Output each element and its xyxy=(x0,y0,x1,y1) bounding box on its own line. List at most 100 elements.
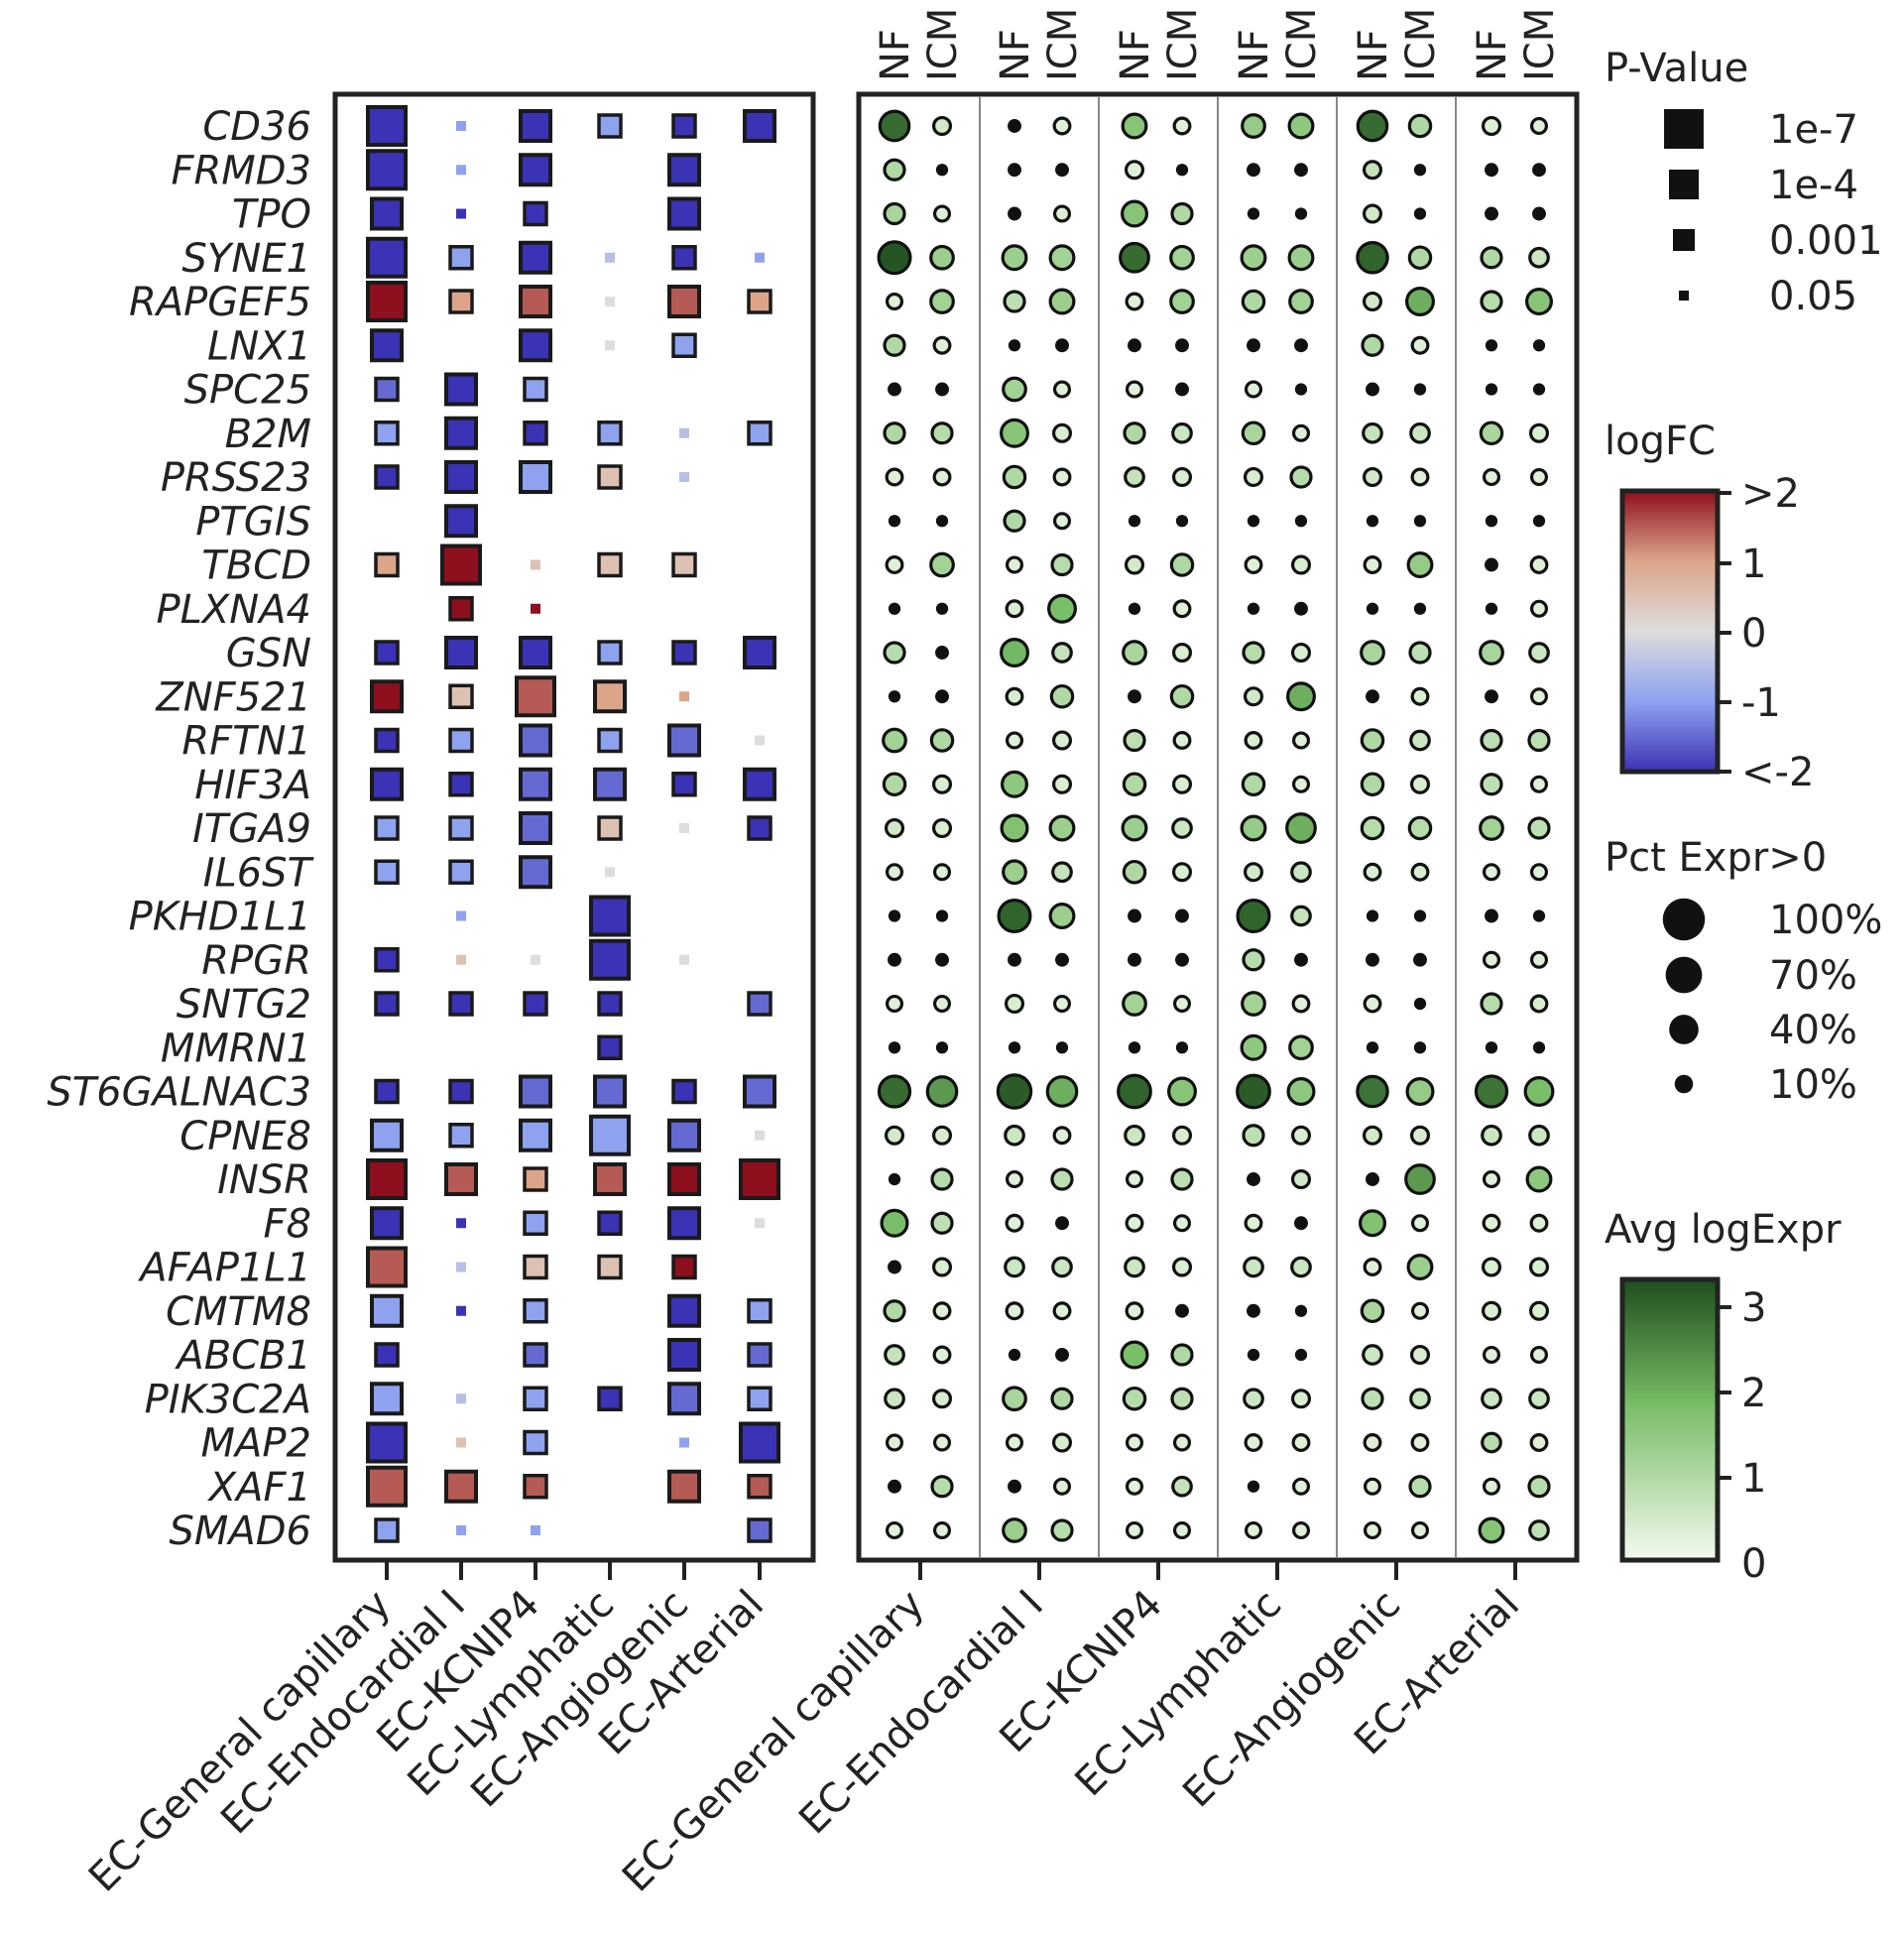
expr-circle xyxy=(1480,773,1503,796)
logfc-square xyxy=(523,1210,548,1236)
expr-circle xyxy=(1002,1517,1027,1543)
expr-circle xyxy=(1527,728,1551,753)
logfc-square xyxy=(456,954,466,965)
logfc-square xyxy=(519,767,552,801)
logfc-square xyxy=(755,735,765,746)
expr-circle xyxy=(888,1041,901,1054)
expr-circle xyxy=(1480,246,1503,270)
logfc-square xyxy=(456,121,466,131)
expr-circle xyxy=(1124,1256,1145,1278)
expr-circle xyxy=(1172,1214,1192,1233)
logfc-square xyxy=(448,727,474,754)
expr-circle xyxy=(1002,859,1027,886)
left-panel-frame xyxy=(332,91,816,1563)
expr-circle xyxy=(1242,641,1265,665)
expr-circle xyxy=(883,201,906,226)
expr-circle xyxy=(1529,950,1549,969)
logfc-square xyxy=(667,1382,701,1416)
expr-circle xyxy=(1410,1301,1430,1320)
expr-circle xyxy=(1481,1124,1502,1147)
logfc-square xyxy=(593,1162,627,1196)
logfc-square xyxy=(374,551,400,578)
expr-circle xyxy=(1485,1041,1498,1054)
logfc-square xyxy=(523,1429,548,1456)
logfc-colorbar-tick-label: 0 xyxy=(1741,611,1766,657)
expr-circle xyxy=(1366,1172,1379,1186)
logfc-square xyxy=(374,727,400,754)
expr-circle xyxy=(1125,1520,1144,1540)
expr-circle xyxy=(888,1479,901,1494)
pct-legend-label: 40% xyxy=(1769,1008,1857,1053)
gene-label: SPC25 xyxy=(184,368,311,414)
logfc-square xyxy=(671,113,697,139)
logfc-square xyxy=(597,1034,623,1060)
expr-circle xyxy=(1529,1213,1549,1233)
logfc-square xyxy=(597,113,623,139)
gene-label: RFTN1 xyxy=(181,719,311,765)
avg-expr-colorbar xyxy=(1619,1276,1721,1563)
expr-circle xyxy=(1240,1033,1267,1061)
expr-circle xyxy=(884,1388,905,1410)
logfc-square xyxy=(519,855,552,890)
expr-circle xyxy=(1529,555,1549,574)
expr-circle xyxy=(1532,163,1546,178)
expr-circle xyxy=(1171,817,1193,839)
expr-circle xyxy=(1051,1432,1073,1453)
pct-legend-label: 10% xyxy=(1769,1062,1857,1108)
logfc-square xyxy=(743,109,776,143)
expr-circle xyxy=(1366,952,1379,967)
logfc-square xyxy=(519,328,552,363)
logfc-square xyxy=(519,240,552,275)
gene-label: PLXNA4 xyxy=(156,587,311,633)
expr-circle xyxy=(1128,689,1141,704)
expr-circle xyxy=(1247,1172,1260,1186)
expr-circle xyxy=(1051,1256,1073,1278)
expr-circle xyxy=(1529,116,1549,136)
expr-circle xyxy=(1122,640,1147,666)
expr-circle xyxy=(1291,994,1311,1014)
pct-legend: Pct Expr>0 100% 70% 40% 10% xyxy=(1605,835,1882,1108)
expr-circle xyxy=(885,467,904,487)
right-panel-frame xyxy=(856,91,1580,1563)
expr-circle xyxy=(1005,555,1024,574)
expr-circle xyxy=(931,1125,953,1146)
logfc-square xyxy=(747,1298,773,1324)
expr-circle xyxy=(932,1433,952,1452)
expr-circle xyxy=(1003,509,1026,533)
expr-circle xyxy=(1052,467,1072,487)
logfc-square xyxy=(444,1162,478,1196)
expr-circle xyxy=(1169,289,1195,314)
logfc-square xyxy=(739,1421,780,1464)
gene-labels: CD36FRMD3TPOSYNE1RAPGEF5LNX1SPC25B2MPRSS… xyxy=(47,104,314,1554)
gene-label: ST6GALNAC3 xyxy=(47,1070,311,1116)
expr-circle xyxy=(1008,1348,1021,1362)
expr-circle xyxy=(1128,602,1141,615)
gene-label: CMTM8 xyxy=(166,1289,311,1335)
expr-circle xyxy=(1008,339,1021,352)
expr-circle xyxy=(1404,1163,1436,1195)
expr-circle xyxy=(1294,207,1308,220)
gene-label: FRMD3 xyxy=(171,148,311,193)
logfc-square xyxy=(597,815,623,841)
gene-label: MAP2 xyxy=(201,1421,311,1467)
gene-label: AFAP1L1 xyxy=(137,1246,311,1291)
logfc-square xyxy=(523,200,548,227)
gene-label: F8 xyxy=(264,1201,311,1247)
logfc-square xyxy=(671,1078,697,1105)
expr-circle xyxy=(935,164,949,177)
logfc-square xyxy=(679,954,689,965)
expr-circle xyxy=(1413,383,1427,396)
expr-circle xyxy=(1408,1475,1432,1499)
expr-circle xyxy=(1247,163,1260,178)
logfc-square xyxy=(523,991,548,1017)
logfc-square xyxy=(747,1517,773,1543)
expr-circle xyxy=(1356,1074,1389,1109)
logfc-square xyxy=(593,679,627,714)
expr-circle xyxy=(1247,1348,1260,1362)
logfc-square xyxy=(597,421,623,446)
expr-circle xyxy=(1172,1433,1192,1452)
expr-circle xyxy=(1244,1213,1263,1233)
gene-label: B2M xyxy=(225,412,311,457)
expr-circle xyxy=(1290,1168,1312,1190)
logfc-square xyxy=(448,859,474,885)
